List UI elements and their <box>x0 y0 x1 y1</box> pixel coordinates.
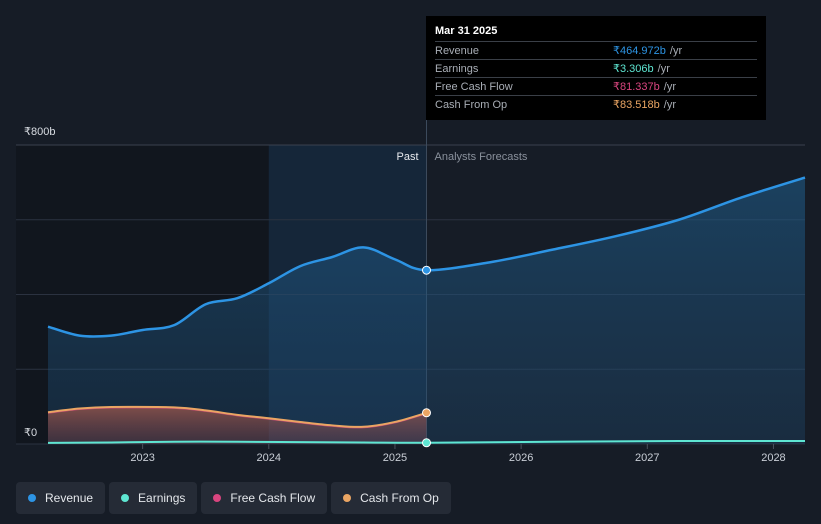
legend-dot-icon <box>28 494 36 502</box>
tooltip-row-revenue: Revenue ₹464.972b /yr <box>435 41 757 59</box>
tooltip-value: ₹83.518b <box>613 99 660 111</box>
legend-dot-icon <box>121 494 130 502</box>
tooltip-unit: /yr <box>657 62 670 75</box>
tooltip-unit: /yr <box>663 80 676 93</box>
tooltip-value: ₹81.337b <box>613 81 660 93</box>
cash-from-op-point <box>422 408 431 418</box>
chart-legend: Revenue Earnings Free Cash Flow Cash Fro… <box>16 482 451 514</box>
revenue-area <box>48 177 805 445</box>
earnings-point <box>422 438 431 448</box>
cash-from-op-area <box>48 406 427 444</box>
tooltip-label: Free Cash Flow <box>435 80 513 93</box>
y-axis-bottom-label: ₹0 <box>24 427 37 439</box>
tooltip-label: Cash From Op <box>435 98 508 111</box>
y-axis-top-label: ₹800b <box>24 126 55 138</box>
x-tick-label: 2026 <box>509 452 533 464</box>
tooltip-value: ₹3.306b <box>613 63 654 75</box>
earnings-line <box>47 439 806 444</box>
legend-dot-icon <box>213 494 222 502</box>
x-tick-label: 2023 <box>130 452 154 464</box>
forecast-label: Analysts Forecasts <box>435 151 528 163</box>
tooltip-row-free-cash-flow: Free Cash Flow ₹81.337b /yr <box>435 77 757 95</box>
x-tick-label: 2027 <box>635 452 659 464</box>
legend-item-cash-from-op[interactable]: Cash From Op <box>331 482 451 514</box>
legend-dot-icon <box>343 494 352 502</box>
tooltip-unit: /yr <box>669 44 683 57</box>
tooltip-date: Mar 31 2025 <box>435 25 498 37</box>
tooltip-row-earnings: Earnings ₹3.306b /yr <box>435 59 757 77</box>
cash-from-op-line <box>47 405 427 428</box>
revenue-point <box>422 265 431 275</box>
legend-item-earnings[interactable]: Earnings <box>109 482 198 514</box>
legend-label: Free Cash Flow <box>230 491 316 505</box>
legend-label: Cash From Op <box>360 491 439 505</box>
legend-label: Earnings <box>138 491 186 505</box>
tooltip-unit: /yr <box>663 98 676 111</box>
past-label: Past <box>396 151 418 163</box>
tooltip-row-cash-from-op: Cash From Op ₹83.518b /yr <box>435 95 757 113</box>
legend-label: Revenue <box>45 491 94 505</box>
tooltip-label: Revenue <box>435 44 480 57</box>
chart-tooltip: Mar 31 2025 Revenue ₹464.972b /yr Earnin… <box>426 16 766 120</box>
tooltip-value: ₹464.972b <box>613 45 666 57</box>
revenue-line <box>47 176 806 338</box>
tooltip-label: Earnings <box>435 62 479 75</box>
x-tick-label: 2024 <box>257 452 281 464</box>
legend-item-free-cash-flow[interactable]: Free Cash Flow <box>201 482 328 514</box>
legend-item-revenue[interactable]: Revenue <box>16 482 106 514</box>
x-tick-label: 2025 <box>383 452 407 464</box>
x-tick-label: 2028 <box>761 452 785 464</box>
